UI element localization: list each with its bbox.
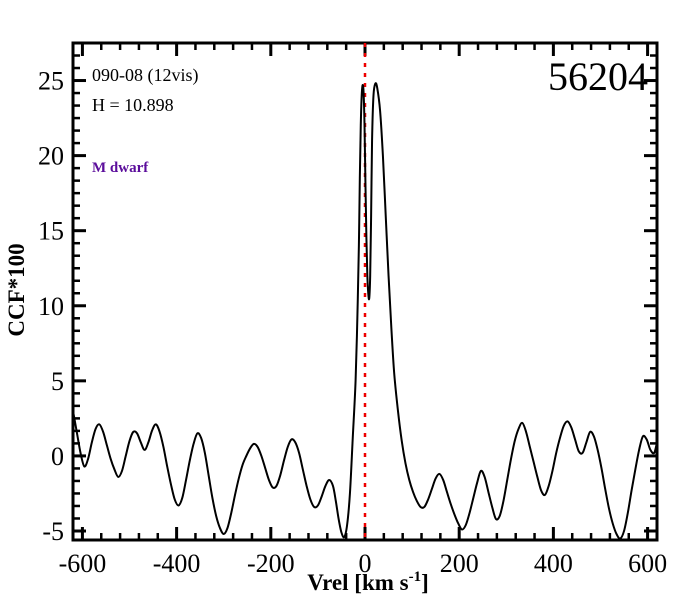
- x-axis-tick-label: -200: [247, 549, 295, 578]
- x-axis-unit-exponent: -1: [409, 569, 422, 585]
- y-axis-tick-label: -5: [42, 517, 64, 546]
- x-axis-title: Vrel [km s-1]: [307, 569, 429, 595]
- y-axis-tick-label: 10: [38, 292, 64, 321]
- y-axis-tick-label: 15: [38, 217, 64, 246]
- ccf-data-line: [73, 82, 657, 540]
- y-axis-tick-label: 0: [51, 442, 64, 471]
- x-axis-tick-label: 400: [534, 549, 573, 578]
- axes-group: [71, 41, 659, 542]
- target-id-label: 090-08 (12vis): [92, 65, 199, 86]
- x-axis-tick-label: 600: [628, 549, 667, 578]
- x-axis-tick-label: 200: [440, 549, 479, 578]
- tick-label-group: -600 -400 -200 0 200 400 600 -5 0 5 10 15 20 25: [38, 67, 667, 578]
- x-axis-tick-label: -400: [153, 549, 201, 578]
- x-axis-title-main: Vrel [km s: [307, 570, 408, 595]
- y-axis-tick-label: 25: [38, 67, 64, 96]
- data-group: [73, 43, 657, 540]
- x-axis-title-close: ]: [421, 570, 429, 595]
- y-axis-tick-label: 20: [38, 142, 64, 171]
- x-axis-tick-label: -600: [59, 549, 107, 578]
- y-axis-tick-label: 5: [51, 367, 64, 396]
- observation-id-label: 56204: [548, 54, 648, 99]
- y-axis-title: CCF*100: [4, 243, 29, 336]
- h-magnitude-label: H = 10.898: [92, 95, 174, 115]
- x-axis-tick-label: 0: [359, 549, 372, 578]
- spectral-type-label: M dwarf: [92, 160, 149, 176]
